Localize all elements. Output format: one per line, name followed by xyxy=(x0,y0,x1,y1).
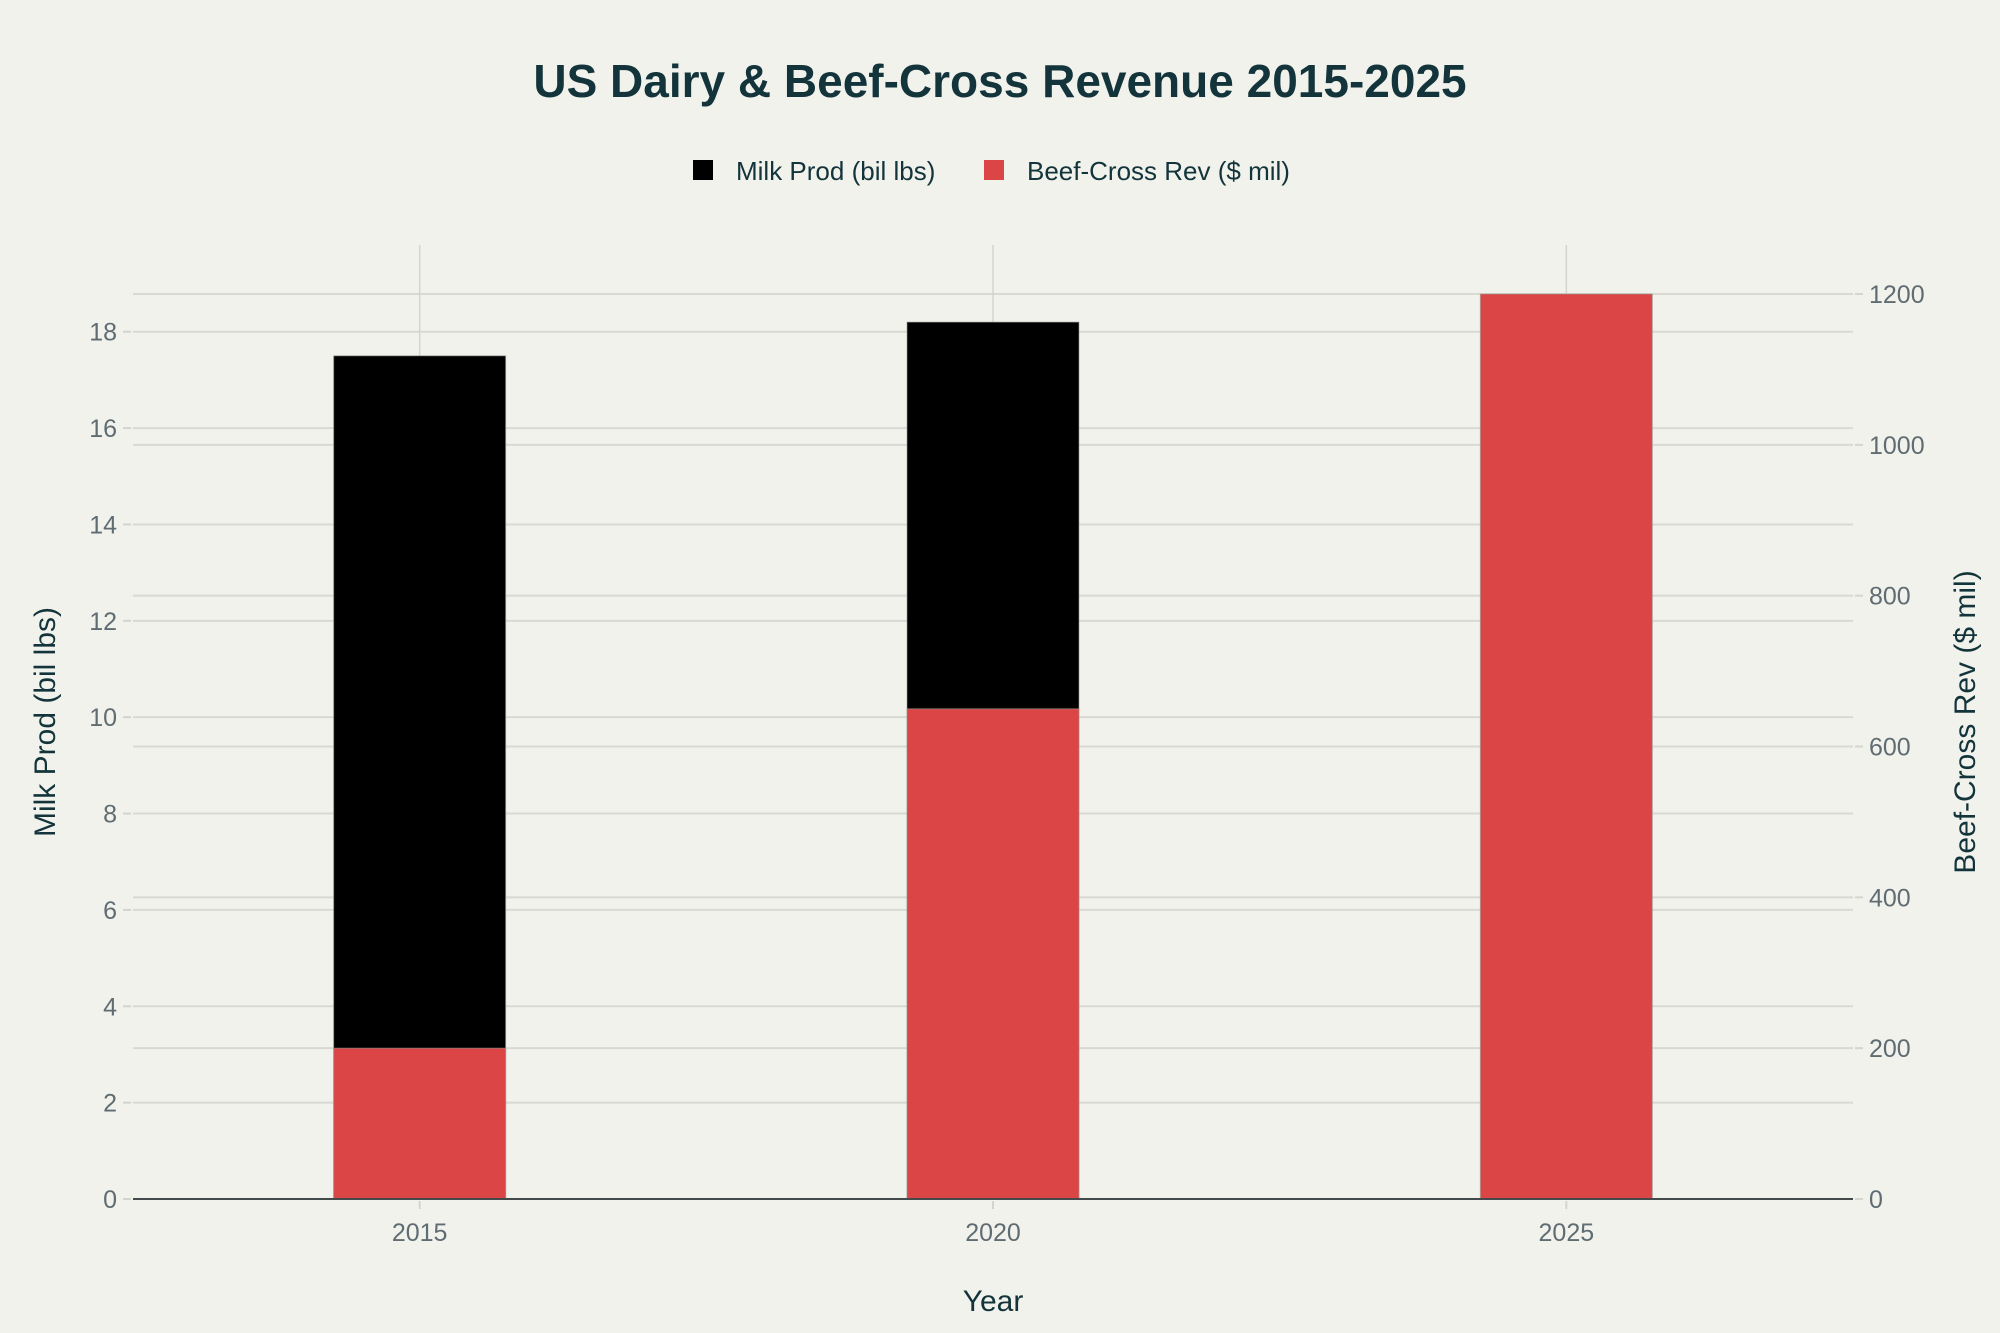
beef-cross-rev-bar-2015 xyxy=(333,1047,507,1200)
left-axis-ticks: 0 2 4 6 8 10 12 14 16 18 xyxy=(89,319,131,1214)
legend-swatch-milk xyxy=(693,160,713,180)
right-axis-title: Beef-Cross Rev ($ mil) xyxy=(1949,570,1982,873)
x-tick-label: 2015 xyxy=(392,1219,448,1247)
left-tick-label: 6 xyxy=(103,897,117,925)
x-tick-label: 2020 xyxy=(965,1219,1021,1247)
legend-item-beef[interactable]: Beef-Cross Rev ($ mil) xyxy=(984,156,1290,186)
left-tick-label: 16 xyxy=(89,415,117,443)
beef-cross-rev-bar-2025 xyxy=(1479,293,1653,1200)
x-axis-title: Year xyxy=(963,1285,1024,1318)
left-tick-label: 14 xyxy=(89,511,117,539)
right-tick-label: 400 xyxy=(1869,884,1911,912)
right-axis-ticks: 0 200 400 600 800 1000 1200 xyxy=(1855,281,1925,1214)
legend-label-beef: Beef-Cross Rev ($ mil) xyxy=(1027,156,1290,186)
left-tick-label: 4 xyxy=(103,993,117,1021)
legend-label-milk: Milk Prod (bil lbs) xyxy=(736,156,935,186)
left-tick-label: 8 xyxy=(103,801,117,829)
right-tick-label: 1200 xyxy=(1869,281,1925,309)
x-axis-ticks: 2015 2020 2025 xyxy=(392,1201,1594,1247)
legend: Milk Prod (bil lbs) Beef-Cross Rev ($ mi… xyxy=(693,156,1290,186)
left-tick-label: 0 xyxy=(103,1186,117,1214)
legend-item-milk[interactable]: Milk Prod (bil lbs) xyxy=(693,156,935,186)
left-tick-label: 18 xyxy=(89,319,117,347)
bars xyxy=(333,293,1653,1200)
right-tick-label: 800 xyxy=(1869,583,1911,611)
right-tick-label: 1000 xyxy=(1869,432,1925,460)
x-tick-label: 2025 xyxy=(1539,1219,1595,1247)
left-tick-label: 12 xyxy=(89,608,117,636)
right-tick-label: 200 xyxy=(1869,1035,1911,1063)
chart-title: US Dairy & Beef-Cross Revenue 2015-2025 xyxy=(533,55,1466,107)
left-tick-label: 2 xyxy=(103,1090,117,1118)
left-axis-title: Milk Prod (bil lbs) xyxy=(29,607,62,837)
left-tick-label: 10 xyxy=(89,704,117,732)
beef-cross-rev-bar-2020 xyxy=(906,708,1080,1200)
right-tick-label: 0 xyxy=(1869,1186,1883,1214)
legend-swatch-beef xyxy=(984,160,1004,180)
right-tick-label: 600 xyxy=(1869,734,1911,762)
